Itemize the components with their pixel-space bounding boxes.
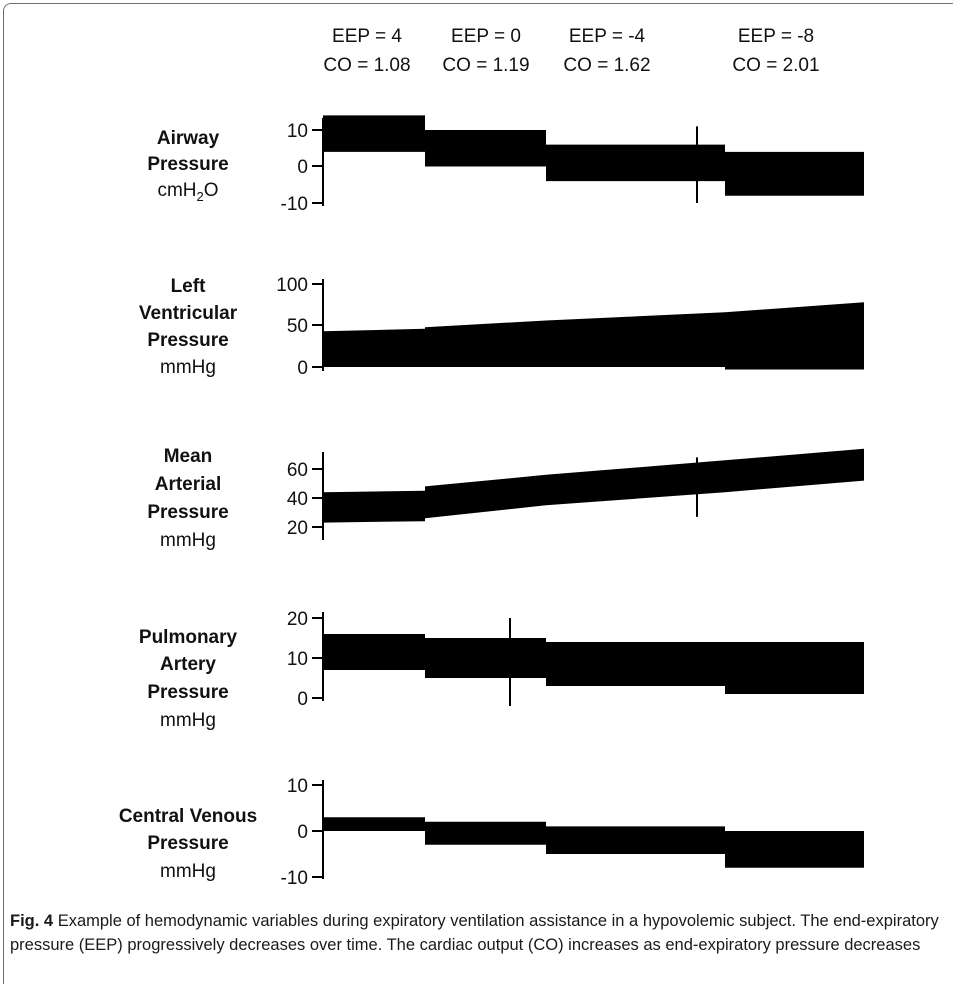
figure-caption: Fig. 4 Example of hemodynamic variables … [10, 909, 950, 957]
panel-label: Mean [164, 446, 213, 467]
phase-eep-label: EEP = -8 [738, 26, 814, 47]
y-tick-label: -10 [281, 868, 308, 889]
panel-label: Ventricular [139, 303, 238, 324]
figure-frame [3, 3, 953, 984]
panel-label: Pressure [147, 833, 228, 854]
phase-co-label: CO = 1.19 [442, 55, 529, 76]
y-tick-label: 60 [287, 460, 308, 481]
y-tick-label: -10 [281, 194, 308, 215]
panel-label: Airway [157, 128, 220, 149]
y-tick-label: 0 [297, 689, 308, 710]
panel-label: Pressure [147, 330, 228, 351]
phase-co-label: CO = 2.01 [732, 55, 819, 76]
trace-segment [546, 460, 725, 506]
y-tick-label: 0 [297, 157, 308, 178]
phase-co-label: CO = 1.62 [563, 55, 650, 76]
trace-segment [725, 302, 864, 370]
panel-unit-label: mmHg [160, 357, 216, 378]
y-tick-label: 20 [287, 609, 308, 630]
phase-eep-label: EEP = 0 [451, 26, 521, 47]
panel-label: Pressure [147, 502, 228, 523]
phase-eep-label: EEP = 4 [332, 26, 402, 47]
panel-label: Pulmonary [139, 627, 238, 648]
trace-segment [323, 634, 425, 670]
phase-co-label: CO = 1.08 [323, 55, 410, 76]
caption-text: Example of hemodynamic variables during … [10, 912, 939, 954]
y-tick-label: 100 [276, 275, 308, 296]
trace-segment [323, 817, 425, 831]
trace-segment [725, 448, 864, 493]
panel-label: Left [171, 276, 207, 297]
y-tick-label: 10 [287, 649, 308, 670]
trace-segment [323, 490, 425, 523]
panel-label: Artery [160, 654, 216, 675]
y-tick-label: 50 [287, 316, 308, 337]
panel-label: Pressure [147, 154, 228, 175]
y-tick-label: 40 [287, 489, 308, 510]
panel-label: Central Venous [119, 806, 257, 827]
panel-label: Pressure [147, 682, 228, 703]
caption-label: Fig. 4 [10, 912, 54, 930]
trace-segment [546, 312, 725, 367]
phase-eep-label: EEP = -4 [569, 26, 646, 47]
trace-segment [425, 474, 546, 519]
trace-segment [546, 642, 725, 686]
trace-segment [546, 144, 725, 182]
panel-label: Arterial [155, 474, 222, 495]
trace-segment [725, 151, 864, 196]
trace-segment [725, 831, 864, 868]
y-tick-label: 0 [297, 822, 308, 843]
panel-unit-label: mmHg [160, 861, 216, 882]
trace-segment [425, 821, 546, 845]
trace-segment [546, 826, 725, 854]
panel-unit-label: mmHg [160, 710, 216, 731]
trace-segment [725, 642, 864, 694]
panel-unit-label: cmH2O [157, 180, 218, 204]
chart-svg: EEP = 4 CO = 1.08 EEP = 0 CO = 1.19 EEP = -4… [119, 26, 864, 889]
trace-segment [425, 638, 546, 678]
trace-segment [425, 130, 546, 167]
y-tick-label: 20 [287, 518, 308, 539]
y-tick-label: 0 [297, 358, 308, 379]
y-tick-label: 10 [287, 776, 308, 797]
panel-unit-label: mmHg [160, 530, 216, 551]
trace-segment [323, 328, 425, 367]
y-tick-label: 10 [287, 121, 308, 142]
trace-segment [425, 320, 546, 367]
trace-segment [323, 115, 425, 152]
